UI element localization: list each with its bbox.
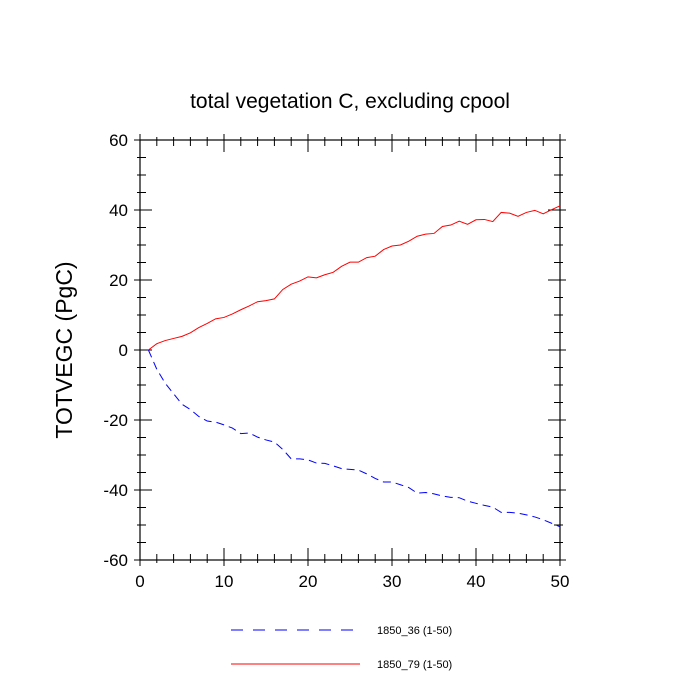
legend: 1850_36 (1-50) 1850_79 (1-50) [231, 625, 452, 671]
y-tick-label: -60 [103, 551, 128, 570]
x-tick-label: 40 [467, 572, 486, 591]
x-tick-label: 10 [215, 572, 234, 591]
y-tick-label: 20 [109, 271, 128, 290]
legend-label-2: 1850_79 (1-50) [377, 659, 452, 671]
y-tick-label: 0 [119, 341, 128, 360]
axis-ticks [134, 134, 566, 566]
y-tick-label: 60 [109, 131, 128, 150]
series-line-2 [148, 205, 561, 351]
y-tick-label: -20 [103, 411, 128, 430]
plot-frame [139, 139, 561, 561]
chart-title: total vegetation C, excluding cpool [190, 90, 510, 113]
x-tick-label: 50 [551, 572, 570, 591]
y-tick-label: -40 [103, 481, 128, 500]
tick-labels: 0 10 20 30 40 50 60 40 20 0 -20 -40 -60 [103, 131, 569, 591]
y-tick-label: 40 [109, 201, 128, 220]
x-tick-label: 20 [299, 572, 318, 591]
x-tick-label: 30 [383, 572, 402, 591]
series-layer [147, 205, 561, 528]
series-line-1 [147, 349, 561, 528]
x-tick-label: 0 [135, 572, 144, 591]
y-axis-label: TOTVEGC (PgC) [51, 261, 77, 438]
legend-label-1: 1850_36 (1-50) [377, 625, 452, 637]
